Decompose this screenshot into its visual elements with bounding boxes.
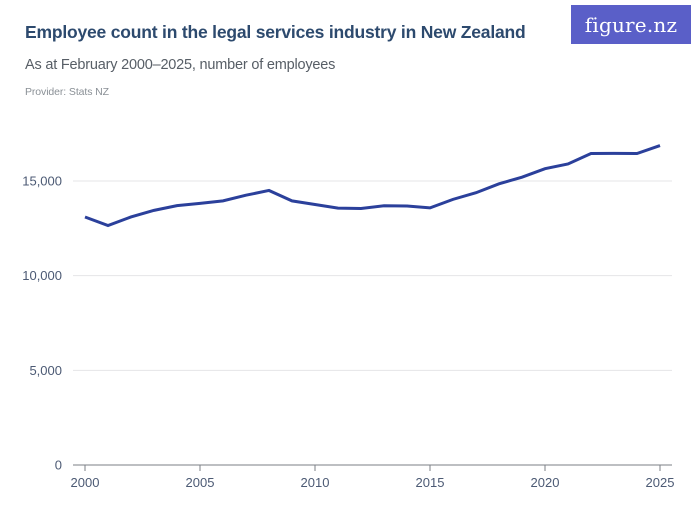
x-tick-label-2020: 2020 [531, 475, 560, 490]
x-tick-label-2005: 2005 [186, 475, 215, 490]
x-tick-label-2015: 2015 [416, 475, 445, 490]
chart-title: Employee count in the legal services ind… [25, 22, 526, 42]
x-tick-label-2025: 2025 [646, 475, 675, 490]
y-tick-label-15000: 15,000 [22, 174, 62, 189]
figure-nz-logo[interactable]: figure.nz [571, 5, 691, 44]
figure-nz-logo-text: figure.nz [584, 12, 678, 37]
x-tick-label-2010: 2010 [301, 475, 330, 490]
provider-credit: Provider: Stats NZ [25, 86, 109, 98]
chart-subtitle: As at February 2000–2025, number of empl… [25, 57, 336, 73]
y-tick-label-10000: 10,000 [22, 268, 62, 283]
x-tick-label-2000: 2000 [71, 475, 100, 490]
employees-series-line [84, 144, 661, 228]
y-tick-label-5000: 5,000 [29, 363, 62, 378]
y-tick-label-0: 0 [55, 458, 62, 473]
